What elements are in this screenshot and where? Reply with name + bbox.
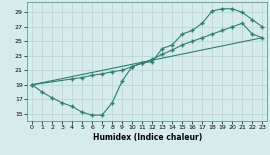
X-axis label: Humidex (Indice chaleur): Humidex (Indice chaleur) (93, 133, 202, 142)
